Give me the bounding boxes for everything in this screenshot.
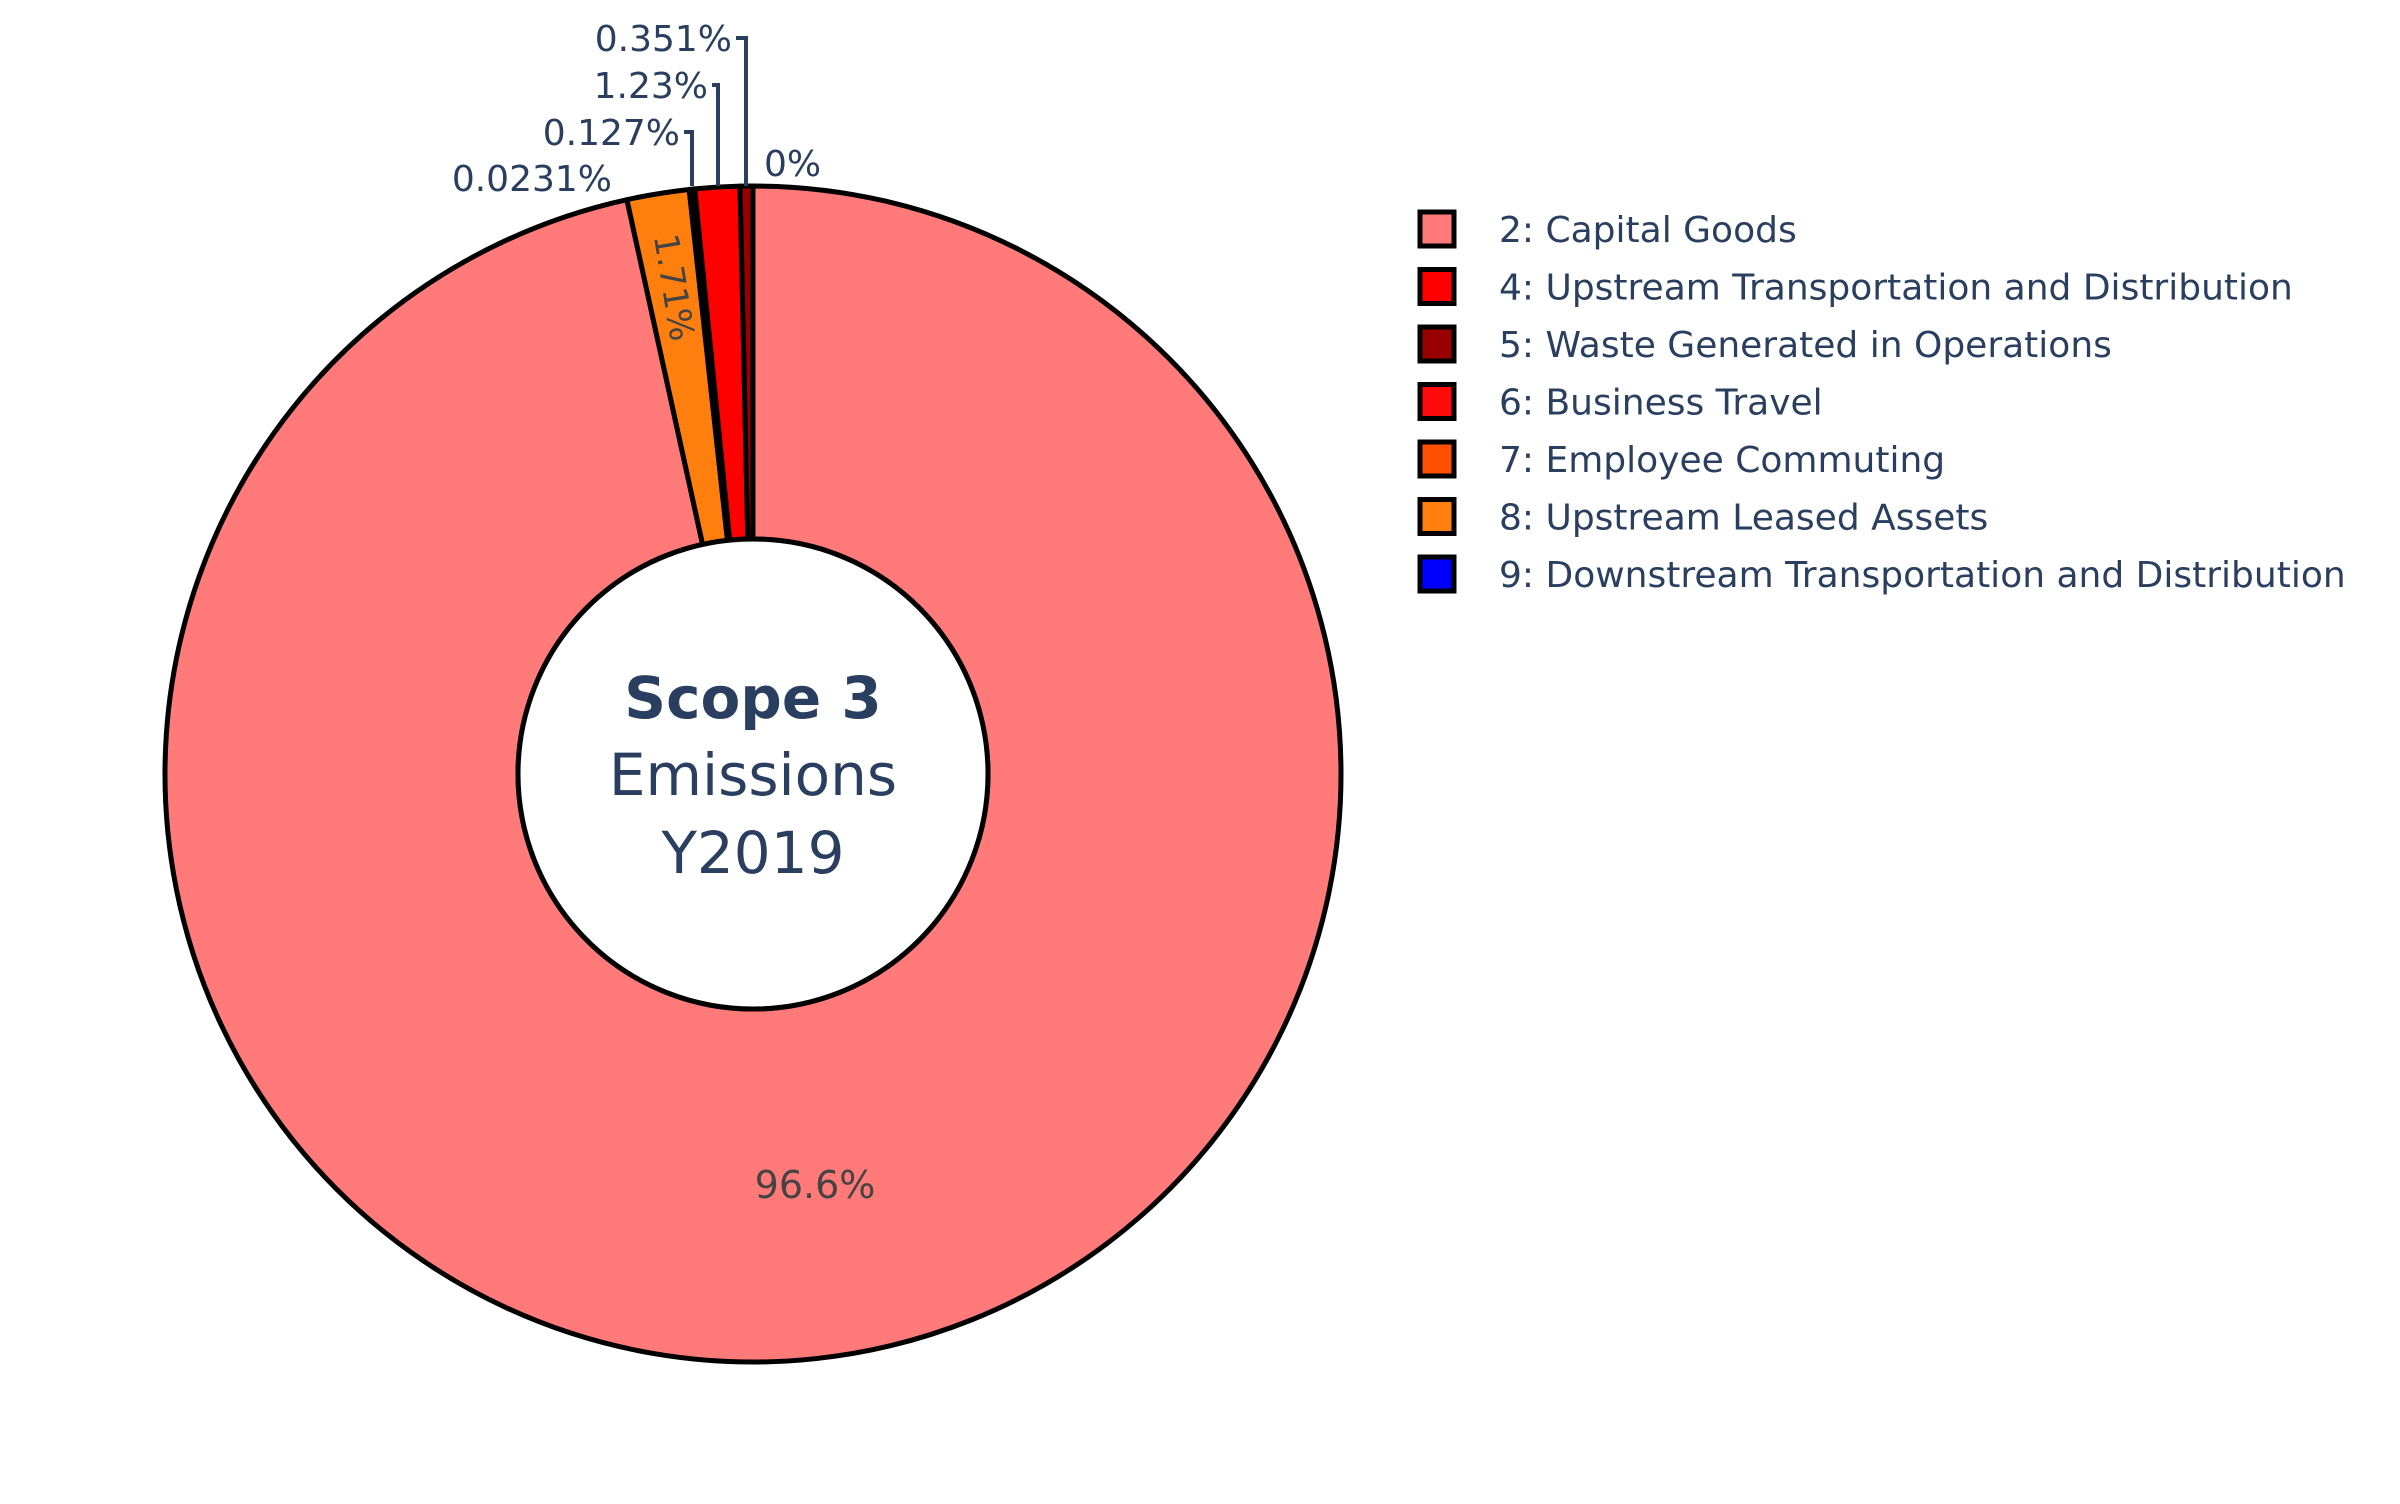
legend-item-8[interactable]: 8: Upstream Leased Assets — [1420, 498, 1988, 539]
slice-label-6: 0.127% — [543, 113, 680, 154]
legend-label: 4: Upstream Transportation and Distribut… — [1499, 268, 2293, 309]
slice-label-7: 0.0231% — [452, 159, 612, 200]
center-title-line-1: Scope 3 — [624, 664, 881, 732]
legend-label: 6: Business Travel — [1499, 383, 1823, 424]
legend-swatch — [1420, 327, 1454, 361]
slice-label-4: 1.23% — [594, 66, 708, 107]
legend-swatch — [1420, 385, 1454, 419]
legend-swatch — [1420, 557, 1454, 591]
legend-item-6[interactable]: 6: Business Travel — [1420, 383, 1823, 424]
legend: 2: Capital Goods 4: Upstream Transportati… — [1420, 210, 2346, 596]
legend-item-9[interactable]: 9: Downstream Transportation and Distrib… — [1420, 555, 2346, 596]
legend-swatch — [1420, 212, 1454, 246]
center-title-line-2: Emissions — [609, 741, 897, 809]
legend-item-7[interactable]: 7: Employee Commuting — [1420, 440, 1945, 481]
leader-line-4 — [712, 85, 718, 186]
legend-swatch — [1420, 270, 1454, 304]
legend-label: 2: Capital Goods — [1499, 210, 1797, 251]
slice-label-5: 0.351% — [595, 19, 732, 60]
legend-label: 7: Employee Commuting — [1499, 440, 1945, 481]
leader-lines — [684, 38, 746, 186]
legend-swatch — [1420, 500, 1454, 534]
legend-label: 5: Waste Generated in Operations — [1499, 325, 2112, 366]
leader-line-6 — [684, 132, 692, 186]
legend-item-5[interactable]: 5: Waste Generated in Operations — [1420, 325, 2112, 366]
legend-label: 8: Upstream Leased Assets — [1499, 498, 1988, 539]
slice-label-2: 96.6% — [755, 1163, 876, 1207]
leader-line-5 — [736, 38, 746, 186]
legend-item-2[interactable]: 2: Capital Goods — [1420, 210, 1797, 251]
center-title-line-3: Y2019 — [660, 819, 844, 887]
legend-item-4[interactable]: 4: Upstream Transportation and Distribut… — [1420, 268, 2293, 309]
slice-label-9: 0% — [764, 144, 821, 185]
legend-swatch — [1420, 442, 1454, 476]
legend-label: 9: Downstream Transportation and Distrib… — [1499, 555, 2346, 596]
